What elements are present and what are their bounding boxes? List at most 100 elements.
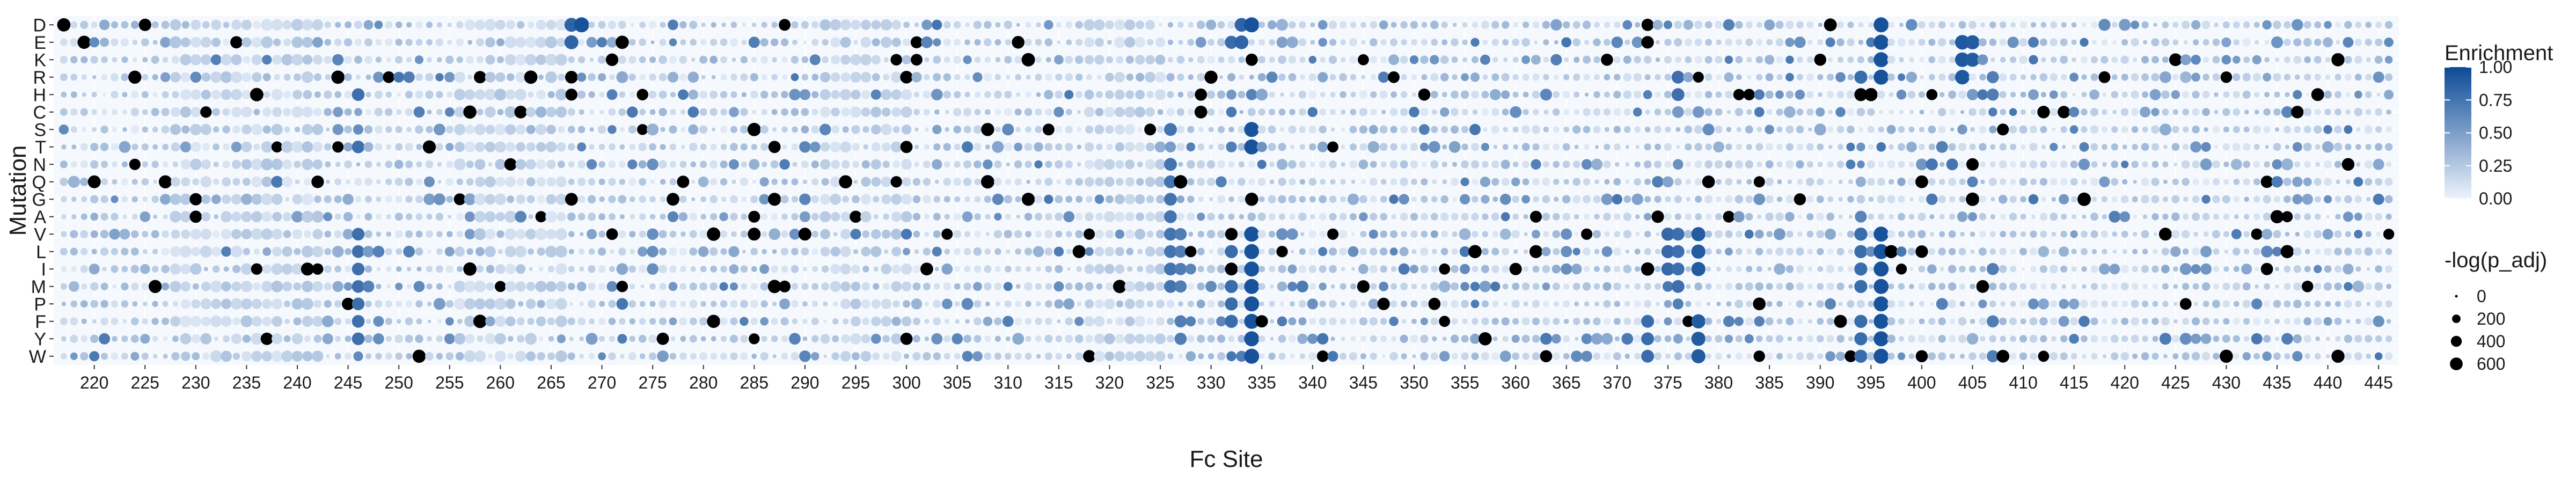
data-point [2141, 178, 2149, 186]
data-point [2212, 56, 2220, 64]
data-point [1686, 336, 1691, 341]
data-point [232, 125, 240, 134]
data-point [222, 125, 230, 134]
data-point [325, 74, 331, 80]
data-point [700, 39, 707, 46]
data-point [354, 20, 363, 29]
data-point [555, 263, 567, 275]
data-point [689, 213, 698, 221]
data-point [1854, 314, 1868, 328]
data-point [1846, 142, 1855, 151]
data-point [1480, 177, 1491, 187]
data-point [514, 106, 527, 119]
data-point [181, 352, 191, 361]
data-point [1949, 214, 1956, 220]
data-point [1887, 230, 1896, 238]
data-point [2098, 71, 2111, 83]
data-point [1493, 144, 1498, 149]
data-point [1470, 333, 1480, 344]
data-point [60, 353, 67, 360]
data-point [2365, 283, 2372, 290]
data-point [2336, 40, 2340, 45]
data-point [324, 39, 332, 46]
data-point [1806, 352, 1814, 360]
data-point [1604, 91, 1610, 98]
data-point [201, 72, 211, 82]
data-point [454, 333, 466, 345]
data-point [2293, 299, 2302, 309]
data-point [2365, 91, 2372, 98]
data-point [142, 74, 149, 80]
data-point [1878, 126, 1884, 133]
data-point [555, 194, 567, 205]
data-point [679, 266, 686, 273]
data-point [943, 56, 950, 63]
data-point [680, 231, 686, 237]
data-point [1868, 266, 1874, 272]
data-point [1957, 125, 1967, 135]
data-point [1817, 74, 1824, 80]
data-point [1695, 301, 1702, 307]
data-point [80, 352, 89, 361]
data-point [1379, 281, 1389, 291]
data-point [649, 214, 656, 220]
data-point [924, 336, 930, 341]
data-point [2153, 248, 2158, 254]
data-point [698, 176, 709, 187]
data-point [1529, 210, 1542, 223]
data-point [2355, 266, 2361, 272]
data-point [435, 213, 444, 221]
data-point [526, 142, 536, 152]
data-point [180, 159, 191, 170]
data-point [375, 353, 382, 360]
data-point [1601, 246, 1613, 257]
data-point [890, 54, 902, 66]
data-point [1430, 282, 1439, 291]
data-point [171, 142, 180, 152]
data-point [1440, 107, 1450, 117]
data-point [2383, 229, 2395, 240]
data-point [1614, 301, 1621, 308]
data-point [699, 230, 708, 239]
data-point [2344, 247, 2352, 256]
data-point [954, 74, 961, 80]
data-point [1269, 162, 1275, 167]
data-point [130, 317, 139, 326]
data-point [2192, 160, 2200, 169]
data-point [1704, 195, 1713, 203]
data-point [943, 73, 952, 82]
data-point [1481, 91, 1489, 99]
data-point [2315, 248, 2321, 255]
data-point [1066, 39, 1072, 46]
data-point [1238, 161, 1245, 167]
data-point [447, 39, 452, 45]
data-point [344, 90, 352, 99]
data-point [1196, 20, 1205, 30]
data-point [1389, 230, 1398, 238]
data-point [639, 38, 647, 46]
data-point [792, 126, 798, 133]
data-point [1176, 108, 1184, 116]
x-tick-label: 395 [1857, 373, 1885, 392]
data-point [1442, 336, 1447, 341]
data-point [1878, 161, 1885, 168]
data-point [924, 302, 930, 306]
data-point [130, 352, 140, 361]
data-point [109, 229, 120, 240]
data-point [252, 72, 262, 82]
data-point [1634, 161, 1641, 167]
data-point [1897, 73, 1906, 81]
data-point [1705, 283, 1712, 290]
data-point [436, 231, 443, 237]
data-point [618, 230, 626, 238]
data-point [506, 142, 516, 152]
data-point [1989, 301, 1996, 308]
data-point [1369, 38, 1378, 47]
data-point [1096, 283, 1103, 290]
data-point [2141, 195, 2150, 204]
data-point [485, 125, 495, 135]
data-point [1827, 161, 1834, 168]
data-point [1512, 214, 1519, 220]
data-point [2212, 126, 2220, 134]
data-point [71, 214, 77, 219]
